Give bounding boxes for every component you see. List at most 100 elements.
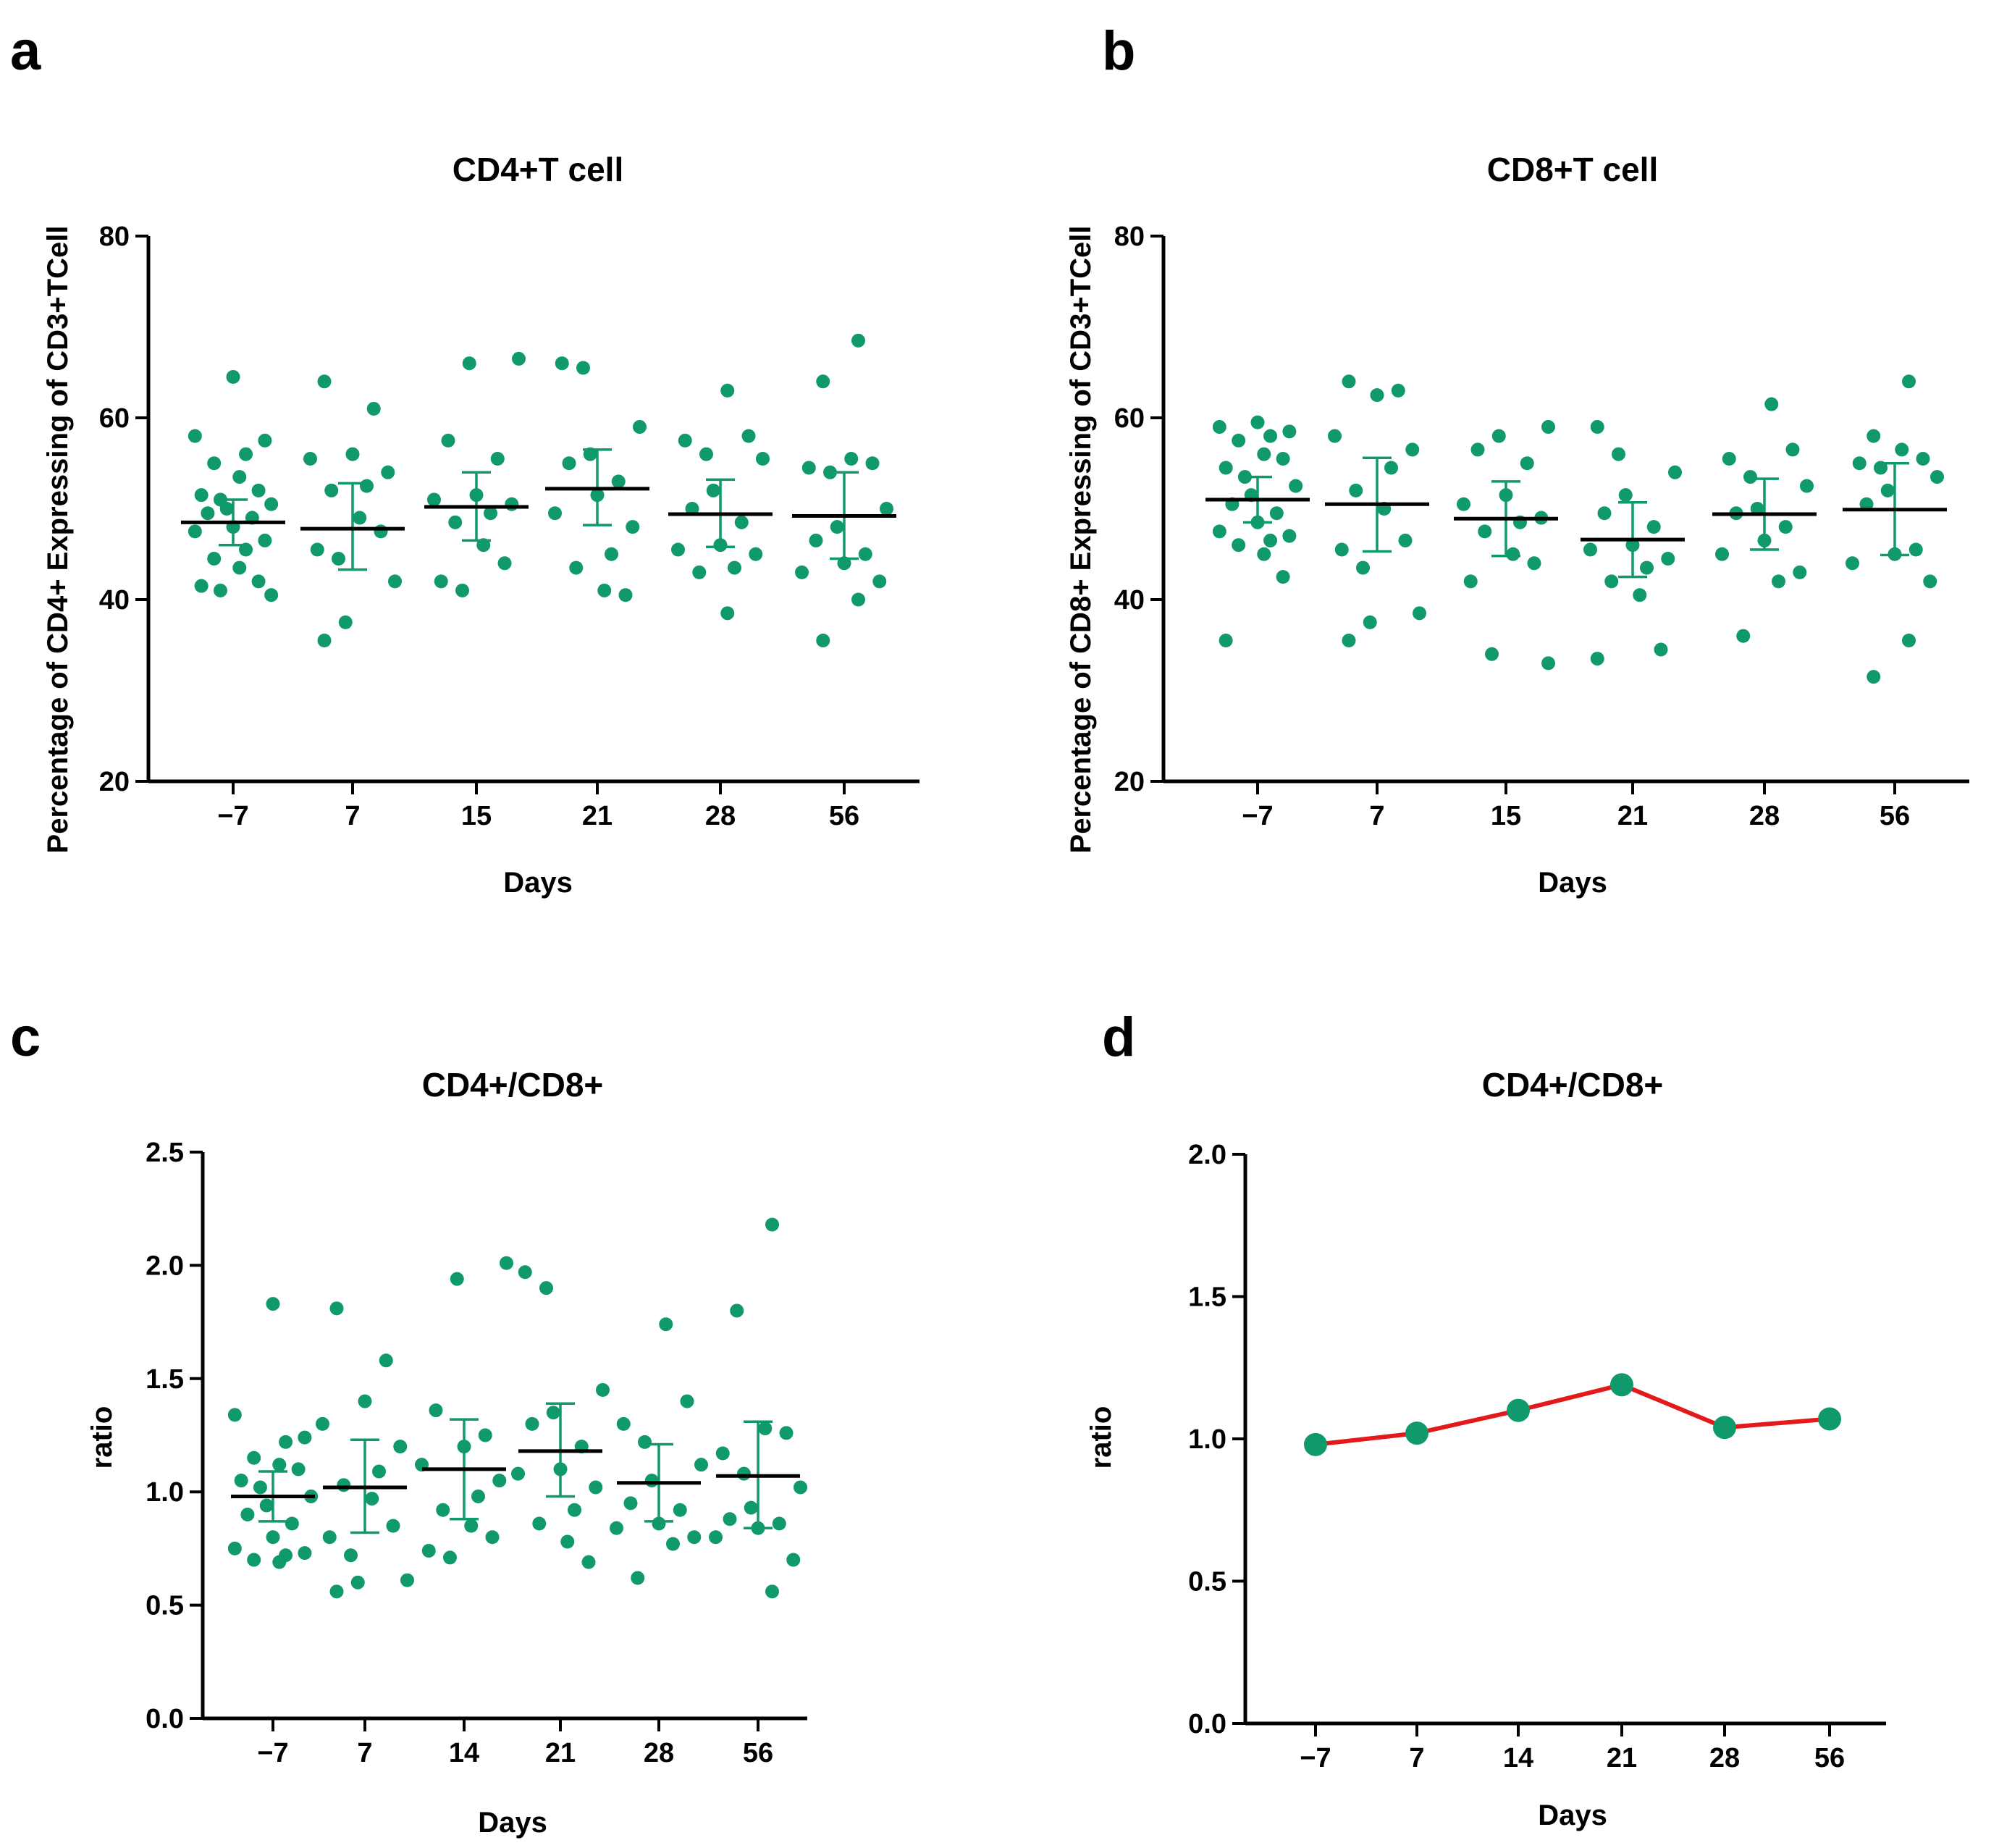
panel-c-data-point (436, 1503, 450, 1517)
panel-d-y-tick-label: 1.0 (1188, 1424, 1226, 1455)
panel-b-data-point (1282, 424, 1297, 439)
panel-c-data-point (737, 1466, 751, 1481)
panel-a-data-point (685, 502, 699, 516)
panel-a-x-tick-label: 15 (461, 801, 492, 831)
panel-a-data-point (219, 502, 234, 516)
panel-d-data-point (1610, 1373, 1633, 1397)
panel-c-data-point (285, 1516, 299, 1531)
panel-b-data-point (1413, 606, 1426, 621)
panel-b-data-point (1506, 547, 1520, 561)
panel-a-data-point (505, 497, 519, 511)
panel-a-data-point (626, 520, 640, 534)
panel-b-data-point (1257, 547, 1271, 561)
panel-a-data-point (232, 470, 247, 484)
panel-d-y-tick-label: 1.5 (1188, 1282, 1226, 1313)
panel-d-x-tick-label: −7 (1300, 1743, 1331, 1773)
panel-b-data-point (1764, 397, 1779, 411)
panel-a-data-point (317, 374, 332, 389)
panel-b-data-point (1902, 374, 1916, 389)
panel-c-data-point (298, 1546, 312, 1561)
panel-a-data-point (749, 547, 763, 561)
panel-d-trend-line (1315, 1382, 1830, 1447)
panel-d-letter: d (1102, 1007, 1135, 1068)
panel-c-x-tick-label: 56 (743, 1738, 773, 1768)
panel-d-x-tick-label: 28 (1709, 1743, 1740, 1773)
panel-b-data-point (1391, 383, 1405, 398)
panel-b-data-point (1363, 615, 1377, 629)
panel-b-data-point (1398, 533, 1413, 547)
panel-c-data-point (266, 1297, 280, 1311)
panel-a-data-point (360, 479, 374, 493)
panel-c-data-point (358, 1394, 372, 1408)
panel-a-data-point (258, 433, 272, 448)
panel-b-x-tick-label: 28 (1749, 801, 1780, 831)
panel-a-title: CD4+T cell (453, 151, 624, 188)
panel-c-data-point (253, 1480, 267, 1495)
panel-a-data-point (484, 506, 497, 521)
panel-b-data-point (1342, 374, 1356, 389)
panel-d-y-axis-label: ratio (1085, 1406, 1117, 1469)
panel-a-x-tick-label: 7 (345, 801, 360, 831)
panel-c-data-point (518, 1265, 532, 1280)
panel-c-data-point (344, 1548, 358, 1563)
panel-a-y-tick-label: 60 (99, 403, 130, 434)
panel-c-data-point (247, 1553, 261, 1567)
panel-a-x-tick-label: 28 (705, 801, 736, 831)
panel-a-data-point (720, 606, 735, 621)
panel-a-data-point (576, 361, 590, 375)
panel-b-data-point (1640, 560, 1654, 575)
panel-c-data-point (539, 1281, 553, 1295)
panel-c-data-point (659, 1317, 673, 1332)
panel-a-plot: 20 40 60 80 −7 7 15 21 28 56 (99, 222, 919, 831)
panel-a-data-point (239, 447, 253, 461)
panel-c-data-point (644, 1474, 659, 1488)
panel-b-data-point (1923, 574, 1937, 589)
panel-d-plot: 0.0 0.5 1.0 1.5 2.0 −7 7 14 21 28 56 (1188, 1140, 1886, 1773)
panel-b-data-point (1289, 479, 1303, 493)
panel-c-data-point (298, 1430, 312, 1445)
panel-b-data-point (1541, 420, 1555, 434)
panel-b-x-tick-label: 56 (1880, 801, 1910, 831)
panel-b-data-point (1908, 542, 1923, 557)
panel-c-data-point (227, 1541, 242, 1555)
panel-a-data-point (809, 533, 823, 547)
panel-b-data-point (1654, 642, 1668, 657)
panel-c-data-point (623, 1496, 638, 1511)
panel-a-data-point (562, 456, 576, 471)
panel-c-data-point (616, 1416, 631, 1431)
panel-c-data-point (372, 1464, 386, 1479)
panel-b-y-tick-label: 60 (1114, 403, 1145, 434)
panel-a-data-point (830, 520, 844, 534)
panel-a-x-tick-label: 56 (829, 801, 859, 831)
panel-a-data-point (633, 420, 647, 434)
panel-b-data-point (1212, 420, 1226, 434)
panel-b-y-tick-label: 40 (1114, 585, 1145, 616)
panel-a-data-point (490, 451, 505, 466)
panel-b-y-axis-label: Percentage of CD8+ Expressing of CD3+TCe… (1065, 226, 1097, 854)
panel-b-data-point (1715, 547, 1729, 561)
panel-b-data-point (1370, 388, 1384, 403)
panel-c-data-point (393, 1440, 408, 1454)
panel-a-data-point (188, 524, 202, 539)
panel-a-data-point (207, 456, 222, 471)
panel-b-data-point (1661, 552, 1675, 566)
panel-b-data-point (1219, 461, 1233, 475)
panel-b-data-point (1867, 670, 1881, 684)
panel-c-data-point (272, 1458, 287, 1472)
panel-a-data-point (194, 488, 209, 503)
panel-c: c CD4+/CD8+ Days ratio 0.0 0.5 1.0 1.5 2.0 2.… (10, 1007, 807, 1839)
panel-a-data-point (618, 588, 633, 602)
panel-d-data-point (1304, 1432, 1327, 1456)
panel-c-data-point (596, 1382, 610, 1397)
panel-c-data-point (322, 1530, 337, 1545)
panel-b-data-point (1793, 565, 1807, 579)
panel-b-data-point (1778, 520, 1793, 534)
panel-c-data-point (365, 1492, 379, 1506)
panel-c-data-point (329, 1584, 344, 1599)
panel-a-data-point (734, 515, 749, 529)
panel-b-data-point (1491, 429, 1506, 443)
panel-a-data-point (548, 506, 562, 521)
panel-a-data-point (741, 429, 756, 443)
panel-a-data-point (345, 447, 360, 461)
